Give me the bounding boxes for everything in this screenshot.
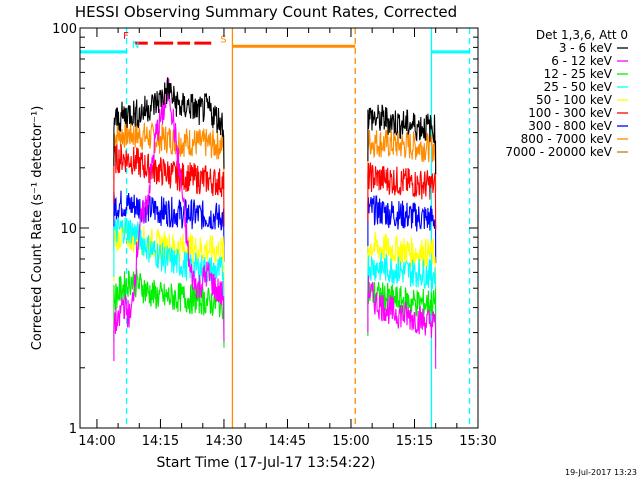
legend-entry-label: 3 - 6 keV — [559, 41, 613, 55]
x-tick-label: 15:15 — [396, 434, 433, 449]
state-label-n: N — [132, 40, 139, 51]
x-tick-label: 15:00 — [332, 434, 369, 449]
state-label-f: F — [123, 31, 129, 42]
x-tick-label: 15:30 — [459, 434, 496, 449]
state-label-s: S — [220, 34, 226, 45]
series-800-7000kev-line — [113, 117, 225, 190]
series-100-300kev-line — [367, 162, 437, 230]
series-3-6kev-line — [113, 77, 225, 169]
legend-entry-label: 100 - 300 keV — [528, 106, 612, 120]
legend-title: Det 1,3,6, Att 0 — [536, 28, 628, 42]
series-50-100kev-line — [367, 231, 437, 299]
x-tick-label: 14:30 — [205, 434, 242, 449]
x-tick-label: 14:45 — [269, 434, 306, 449]
legend-entry-label: 7000 - 20000 keV — [505, 145, 612, 159]
legend-entry-label: 800 - 7000 keV — [521, 132, 613, 146]
y-tick-label: 10 — [60, 222, 77, 237]
series-300-800kev-line — [367, 195, 437, 264]
chart-title: HESSI Observing Summary Count Rates, Cor… — [75, 3, 457, 21]
y-tick-label: 1 — [69, 422, 77, 437]
series-6-12kev-line — [367, 275, 437, 369]
series-300-800kev-line — [113, 190, 225, 262]
footer-timestamp: 19-Jul-2017 13:23 — [565, 468, 637, 477]
series-800-7000kev-line — [367, 129, 437, 193]
plot-area: FN S — [80, 28, 471, 428]
x-axis-label: Start Time (17-Jul-17 13:54:22) — [156, 455, 375, 471]
x-tick-label: 14:15 — [142, 434, 179, 449]
series-100-300kev-line — [113, 144, 225, 227]
axes: 14:00 14:15 14:30 14:45 15:00 15:15 15:30 1 10 10… — [52, 22, 497, 449]
series-50-100kev-line — [113, 220, 225, 296]
legend-entry-label: 6 - 12 keV — [551, 54, 613, 68]
series-12-25kev-line — [113, 268, 225, 348]
series-6-12kev-line — [113, 78, 225, 362]
series-12-25kev-line — [367, 281, 437, 348]
legend-entry-label: 12 - 25 keV — [544, 67, 613, 81]
series-3-6kev-line — [367, 104, 437, 175]
legend-entry-label: 25 - 50 keV — [544, 80, 613, 94]
y-tick-label: 100 — [52, 22, 77, 37]
y-axis-label: Corrected Count Rate (s⁻¹ detector⁻¹) — [30, 106, 45, 351]
legend-entry-label: 50 - 100 keV — [536, 93, 613, 107]
legend-entry-label: 300 - 800 keV — [528, 119, 612, 133]
series-25-50kev-line — [367, 252, 437, 319]
x-tick-label: 14:00 — [78, 434, 115, 449]
